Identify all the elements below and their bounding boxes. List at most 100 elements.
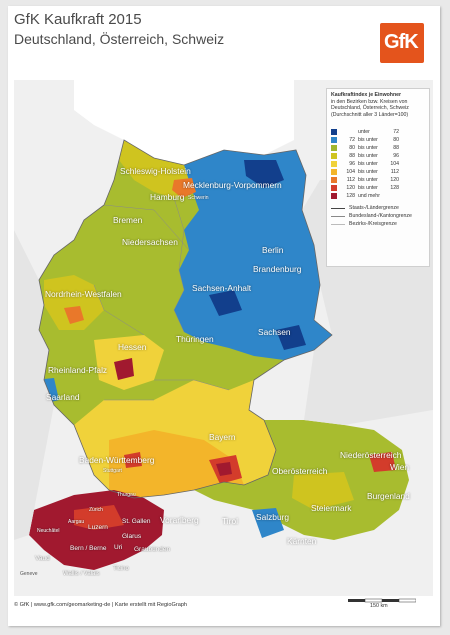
- legend-from: 88: [349, 153, 355, 159]
- neighbour-west: [14, 230, 54, 540]
- legend-title: Kaufkraftindex je Einwohner: [331, 92, 402, 98]
- label-neuchatel: Neuchâtel: [37, 528, 60, 534]
- label-salzburg: Salzburg: [256, 512, 290, 522]
- legend-line-state: Bundesland-/Kantongrenze: [331, 213, 429, 220]
- legend-swatch: [331, 161, 337, 167]
- label-hamburg: Hamburg: [150, 192, 185, 202]
- legend-range-word: und mehr: [358, 193, 380, 199]
- legend-from: 112: [346, 177, 355, 183]
- legend-range-word: bis unter: [358, 153, 378, 159]
- austria-yellow: [292, 472, 354, 510]
- label-baden-wuerttemberg: Baden-Württemberg: [79, 455, 155, 465]
- sea: [74, 80, 294, 165]
- label-schleswig-holstein: Schleswig-Holstein: [120, 166, 191, 176]
- gfk-logo: GfK: [380, 23, 424, 63]
- label-geneve: Geneve: [20, 571, 38, 577]
- gfk-logo-text: GfK: [384, 31, 419, 53]
- legend-class: 88 bis unter 96: [331, 153, 427, 160]
- legend-range-word: bis unter: [358, 161, 378, 167]
- legend-swatch: [331, 185, 337, 191]
- legend-class: unter 72: [331, 129, 427, 136]
- legend-swatch: [331, 153, 337, 159]
- legend-to: 112: [390, 169, 399, 175]
- legend-swatch: [331, 145, 337, 151]
- legend-range-word: bis unter: [358, 145, 378, 151]
- austria-blue: [252, 508, 284, 538]
- label-bayern: Bayern: [209, 432, 236, 442]
- scale-label: 150 km: [370, 603, 388, 609]
- legend-range-word: bis unter: [358, 185, 378, 191]
- label-luzern: Luzern: [88, 524, 108, 531]
- nw-yellow: [44, 275, 104, 330]
- label-wallis: Wallis / Valais: [63, 571, 100, 577]
- label-sachsen-anhalt: Sachsen-Anhalt: [192, 283, 252, 293]
- label-thueringen: Thüringen: [176, 334, 214, 344]
- label-oberoesterreich: Oberösterreich: [272, 466, 328, 476]
- legend-subtitle: in den Bezirken bzw. Kreisen von Deutsch…: [331, 99, 409, 118]
- wien-red: [369, 452, 396, 472]
- legend-class: 104 bis unter 112: [331, 169, 427, 176]
- label-zuerich: Zürich: [89, 507, 103, 513]
- label-kaernten: Kärnten: [287, 536, 317, 546]
- legend-class: 112 bis unter 120: [331, 177, 427, 184]
- map-subtitle: Deutschland, Österreich, Schweiz: [14, 31, 225, 47]
- country-borders: [38, 139, 333, 499]
- map-title: GfK Kaufkraft 2015: [14, 11, 142, 28]
- east-dark-patches: [209, 160, 306, 350]
- label-st-gallen: St. Gallen: [122, 518, 151, 525]
- label-ticino: Ticino: [113, 566, 129, 572]
- label-mecklenburg-vorpommern: Mecklenburg-Vorpommern: [183, 180, 282, 190]
- label-hessen: Hessen: [118, 342, 147, 352]
- label-graubuenden: Graubünden: [134, 546, 171, 553]
- legend-from: 72: [349, 137, 355, 143]
- legend-range-word: unter: [358, 129, 370, 135]
- label-steiermark: Steiermark: [311, 503, 352, 513]
- legend-from: 80: [349, 145, 355, 151]
- label-schwerin: Schwerin: [188, 195, 209, 201]
- legend-swatch: [331, 137, 337, 143]
- legend-to: 120: [390, 177, 399, 183]
- legend-line-label: Staats-/Ländergrenze: [349, 205, 399, 211]
- legend-range-word: bis unter: [358, 137, 378, 143]
- munich-dark: [216, 462, 232, 476]
- label-rheinland-pfalz: Rheinland-Pfalz: [48, 365, 108, 375]
- swiss-red: [74, 505, 124, 530]
- hamburg-area: [172, 178, 196, 198]
- label-thurgau: Thurgau: [117, 492, 136, 498]
- legend-to: 88: [393, 145, 399, 151]
- legend-to: 104: [390, 161, 399, 167]
- map-svg: [14, 80, 433, 596]
- legend-to: 80: [393, 137, 399, 143]
- label-niedersachsen: Niedersachsen: [122, 237, 178, 247]
- switzerland-shape: [29, 490, 164, 570]
- legend-from: 120: [346, 185, 355, 191]
- legend-swatch: [331, 177, 337, 183]
- label-sachsen: Sachsen: [258, 327, 291, 337]
- legend-class: 72 bis unter 80: [331, 137, 427, 144]
- legend-from: 128: [346, 193, 355, 199]
- legend-swatch: [331, 129, 337, 135]
- legend-class: 128 und mehr: [331, 193, 427, 200]
- frankfurt-red: [114, 358, 134, 380]
- label-niederoesterreich: Niederösterreich: [340, 450, 402, 460]
- legend-line-country: Staats-/Ländergrenze: [331, 205, 429, 212]
- legend-swatch: [331, 169, 337, 175]
- legend-range-word: bis unter: [358, 169, 378, 175]
- legend-to: 72: [393, 129, 399, 135]
- label-uri: Uri: [114, 544, 123, 551]
- legend-range-word: bis unter: [358, 177, 378, 183]
- label-stuttgart: Stuttgart: [103, 468, 122, 474]
- label-aargau: Aargau: [68, 519, 85, 525]
- legend-to: 96: [393, 153, 399, 159]
- legend-class: 120 bis unter 128: [331, 185, 427, 192]
- label-vorarlberg: Vorarlberg: [160, 515, 199, 525]
- legend-line-label: Bundesland-/Kantongrenze: [349, 213, 412, 219]
- south-orange: [109, 430, 244, 498]
- label-berlin: Berlin: [262, 245, 284, 255]
- scale-bar: [348, 598, 416, 603]
- legend-line-district: Bezirks-/Kreisgrenze: [331, 221, 429, 228]
- stuttgart-red: [124, 452, 142, 468]
- label-burgenland: Burgenland: [367, 491, 410, 501]
- label-nordrhein-westfalen: Nordrhein-Westfalen: [45, 289, 122, 299]
